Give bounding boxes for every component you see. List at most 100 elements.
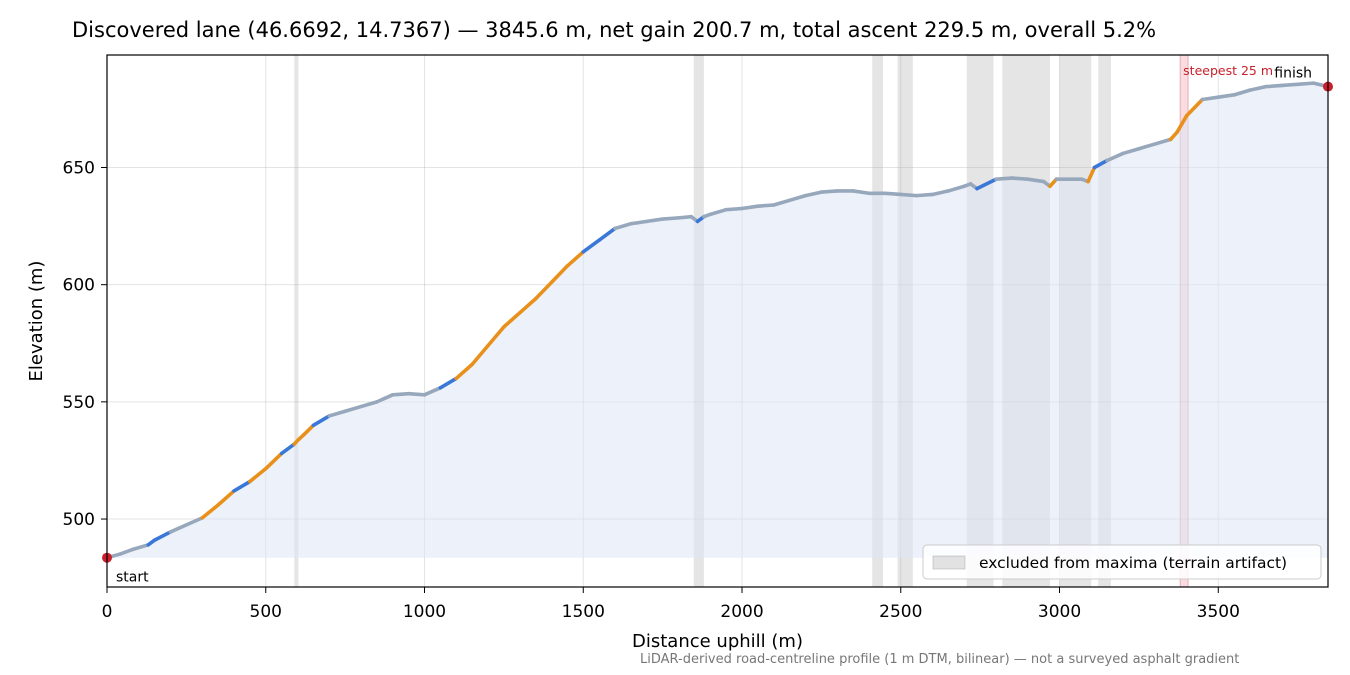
- start-label: start: [116, 570, 149, 586]
- profile-segment: [1248, 84, 1268, 92]
- x-tick-label: 500: [250, 602, 282, 622]
- profile-segment: [200, 503, 220, 520]
- profile-segment: [406, 391, 427, 397]
- excluded-band: [294, 55, 299, 587]
- profile-segment: [343, 404, 363, 414]
- profile-segment: [184, 516, 205, 527]
- profile-segment: [1184, 97, 1205, 118]
- axes: 0 500 1000 1500 2000 2500 3000 3500 500 550 600 650…: [26, 54, 1329, 652]
- profile-segment: [898, 192, 919, 198]
- profile-segment: [549, 264, 570, 285]
- profile-segment: [486, 325, 506, 348]
- profile-segment: [803, 190, 824, 198]
- profile-segment: [390, 391, 411, 397]
- profile-segment: [1092, 158, 1109, 170]
- profile-segment: [454, 362, 474, 381]
- profile-segment: [629, 219, 649, 226]
- legend: excluded from maxima (terrain artifact): [922, 544, 1322, 580]
- x-tick-label: 1000: [403, 602, 446, 622]
- profile-segment: [248, 466, 268, 484]
- profile-segment: [422, 385, 443, 397]
- profile-segment: [787, 193, 808, 203]
- x-tick-label: 2000: [720, 602, 763, 622]
- profile-segment: [1010, 176, 1030, 182]
- profile-segment: [914, 192, 935, 198]
- profile-segment: [946, 184, 967, 193]
- profile-segment: [470, 343, 490, 367]
- profile-line: [105, 81, 1330, 560]
- profile-segment: [1175, 114, 1189, 135]
- profile-segment: [1295, 81, 1316, 87]
- x-tick-label: 0: [102, 602, 113, 622]
- profile-segment: [1137, 142, 1157, 151]
- profile-segment: [1025, 177, 1046, 184]
- x-tick-label: 1500: [562, 602, 605, 622]
- profile-segment: [279, 442, 297, 456]
- profile-segment: [117, 547, 135, 556]
- profile-segment: [1200, 95, 1221, 102]
- area-under-profile: [107, 83, 1328, 558]
- legend-swatch: [932, 555, 966, 570]
- legend-box: [922, 544, 1322, 580]
- profile-segment: [740, 204, 760, 211]
- chart-title: Discovered lane (46.6692, 14.7367) — 384…: [72, 18, 1157, 42]
- profile-segment: [676, 214, 694, 220]
- x-tick-label: 3500: [1197, 602, 1240, 622]
- profile-segment: [375, 393, 395, 404]
- profile-segment: [1105, 151, 1125, 163]
- profile-segment: [502, 310, 522, 329]
- y-tick-label: 500: [63, 510, 95, 530]
- plot-frame: [106, 54, 1329, 588]
- profile-segment: [517, 296, 538, 315]
- profile-segment: [168, 523, 189, 534]
- profile-segment: [1279, 82, 1300, 88]
- profile-segment: [819, 189, 840, 194]
- x-axis-label: Distance uphill (m): [632, 631, 803, 652]
- profile-segment: [771, 198, 792, 207]
- profile-segment: [302, 423, 316, 437]
- profile-segment: [232, 479, 252, 493]
- finish-label: finish: [1274, 66, 1312, 82]
- steepest-label: steepest 25 m: [1183, 63, 1273, 78]
- profile-segment: [660, 216, 681, 221]
- profile-segment: [724, 206, 744, 212]
- profile-segment: [1264, 83, 1284, 89]
- profile-segment: [1086, 165, 1097, 184]
- profile-segment: [438, 376, 459, 390]
- legend-label: excluded from maxima (terrain artifact): [979, 554, 1287, 572]
- profile-segment: [359, 400, 379, 409]
- profile-segment: [708, 207, 728, 217]
- profile-segment: [613, 221, 633, 231]
- profile-segment: [930, 189, 951, 197]
- profile-segment: [1152, 137, 1173, 146]
- profile-segment: [1216, 93, 1236, 99]
- profile-segment: [565, 250, 586, 268]
- profile-segment: [1121, 146, 1141, 156]
- profile-segment: [883, 191, 903, 197]
- area-fill: [107, 83, 1328, 558]
- y-tick-label: 600: [63, 276, 95, 296]
- footnote: LiDAR-derived road-centreline profile (1…: [640, 652, 1240, 667]
- profile-segment: [597, 226, 617, 242]
- profile-segment: [994, 176, 1014, 182]
- y-axis-label: Elevation (m): [26, 261, 47, 382]
- profile-segment: [216, 489, 236, 507]
- profile-segment: [130, 543, 151, 552]
- profile-segment: [975, 177, 998, 191]
- profile-segment: [263, 451, 284, 471]
- x-tick-label: 2500: [879, 602, 922, 622]
- y-tick-label: 550: [63, 393, 95, 413]
- y-tick-label: 650: [63, 158, 95, 178]
- profile-segment: [644, 217, 665, 224]
- x-tick-label: 3000: [1038, 602, 1081, 622]
- profile-segment: [327, 409, 347, 418]
- profile-segment: [533, 280, 554, 301]
- profile-segment: [851, 189, 871, 196]
- profile-segment: [152, 530, 173, 542]
- profile-segment: [311, 414, 332, 428]
- profile-segment: [581, 238, 601, 254]
- profile-segment: [1232, 88, 1252, 97]
- profile-segment: [756, 203, 776, 208]
